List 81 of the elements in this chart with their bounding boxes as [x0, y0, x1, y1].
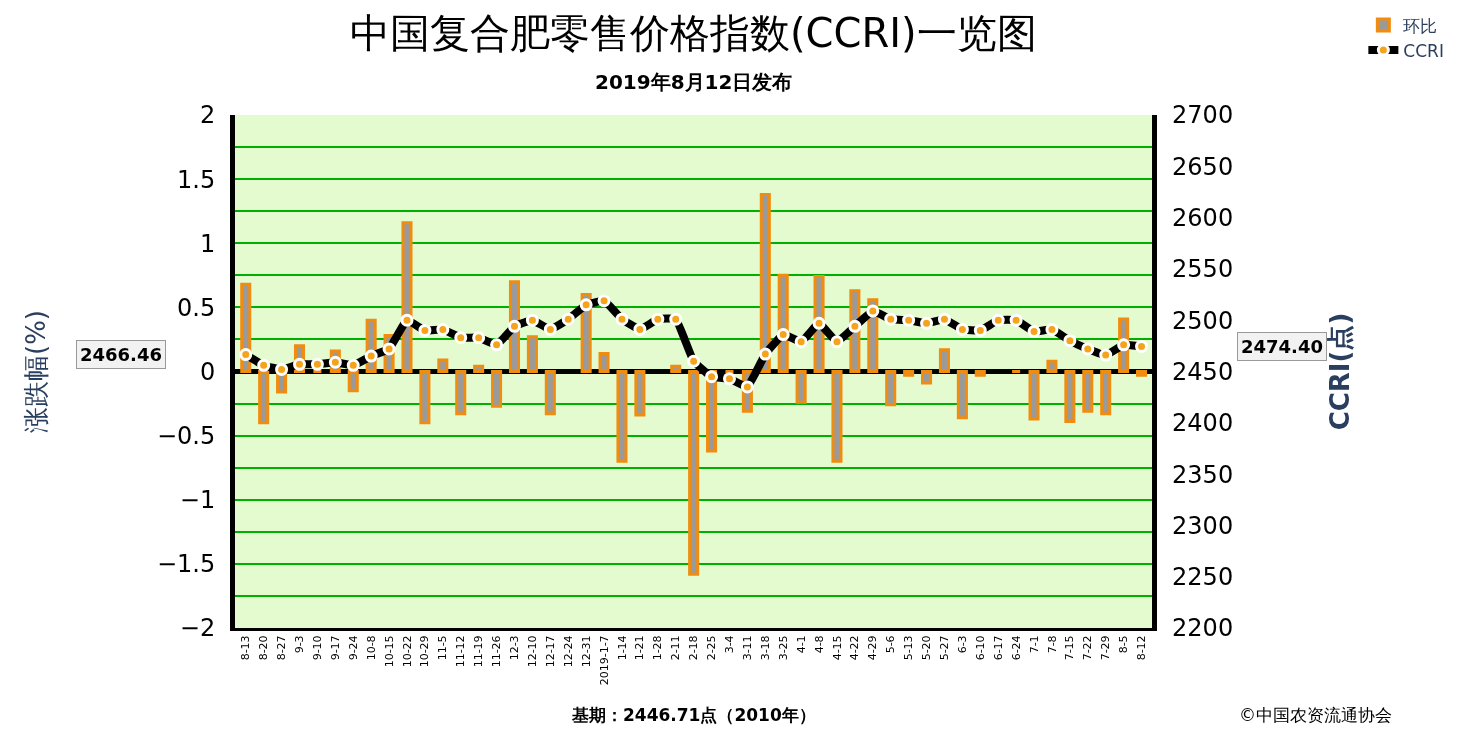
x-tick-label: 11-19	[472, 635, 486, 668]
x-tick-label: 8-12	[1135, 635, 1149, 661]
y-tick-label: 0	[199, 357, 216, 386]
x-tick-label: 10-8	[364, 635, 378, 661]
text: ©中国农资流通协会	[1239, 705, 1392, 725]
y-tick-label: −0.5	[156, 422, 216, 451]
y-tick-label: −1	[179, 486, 216, 515]
x-tick-label: 9-17	[328, 635, 342, 661]
x-tick-label: 3-4	[723, 635, 737, 654]
y-tick-label: 0.5	[177, 293, 216, 322]
x-tick-label: 9-3	[293, 635, 307, 654]
x-tick-label: 9-24	[346, 635, 360, 661]
x-tick-label: 12-17	[543, 635, 557, 668]
x-tick-label: 7-8	[1045, 635, 1059, 654]
x-tick-label: 1-14	[615, 635, 629, 661]
x-tick-label: 7-29	[1099, 635, 1113, 661]
x-tick-label: 4-1	[794, 635, 808, 654]
y2-tick-label: 2450	[1172, 357, 1234, 386]
legend-label: 环比	[1403, 15, 1438, 36]
y2-tick-label: 2500	[1172, 306, 1234, 335]
x-tick-label: 8-27	[275, 635, 289, 661]
x-tick-label: 7-15	[1063, 635, 1077, 661]
x-tick-label: 2019-1-7	[597, 635, 611, 686]
y-axis-title: 涨跌幅(%)	[21, 310, 52, 433]
x-tick-label: 7-22	[1081, 635, 1095, 661]
x-tick-label: 10-29	[418, 635, 432, 668]
x-tick-label: 11-5	[436, 635, 450, 661]
x-tick-label: 8-13	[239, 635, 253, 661]
y2-tick-label: 2250	[1172, 563, 1234, 592]
chart-subtitle: 2019年8月12日发布	[595, 70, 793, 94]
x-tick-label: 12-10	[525, 635, 539, 668]
x-tick-label: 6-24	[1009, 635, 1023, 661]
x-tick-label: 3-11	[740, 635, 754, 661]
x-tick-label: 6-3	[955, 635, 969, 654]
y-tick-label: −1.5	[156, 550, 216, 579]
x-tick-label: 4-29	[866, 635, 880, 661]
x-tick-label: 5-20	[920, 635, 934, 661]
y2-tick-label: 2400	[1172, 409, 1234, 438]
x-tick-label: 10-22	[400, 635, 414, 668]
y2-tick-label: 2350	[1172, 460, 1234, 489]
x-tick-label: 2-11	[669, 635, 683, 661]
x-tick-label: 5-6	[884, 635, 898, 654]
y-tick-label: 1.5	[177, 165, 216, 194]
text: 基期：2446.71点（2010年）	[571, 705, 816, 725]
x-tick-label: 11-26	[490, 635, 504, 668]
y2-tick-label: 2300	[1172, 511, 1234, 540]
x-tick-label: 3-25	[776, 635, 790, 661]
x-tick-label: 3-18	[758, 635, 772, 661]
y2-tick-label: 2650	[1172, 152, 1234, 181]
x-tick-label: 11-12	[454, 635, 468, 668]
x-tick-label: 6-10	[973, 635, 987, 661]
text: 2474.40	[1241, 336, 1323, 357]
y2-axis-title: CCRI(点)	[1324, 312, 1355, 431]
x-tick-label: 9-10	[310, 635, 324, 661]
x-tick-label: 12-3	[508, 635, 522, 661]
x-tick-label: 7-1	[1027, 635, 1041, 654]
x-tick-label: 8-20	[257, 635, 271, 661]
y-tick-label: 1	[199, 229, 216, 258]
y-tick-label: −2	[179, 614, 216, 643]
x-tick-label: 4-8	[812, 635, 826, 654]
x-tick-label: 4-22	[848, 635, 862, 661]
x-tick-label: 10-15	[382, 635, 396, 668]
legend-label: CCRI	[1403, 40, 1444, 61]
x-tick-label: 5-27	[938, 635, 952, 661]
x-tick-label: 12-24	[561, 635, 575, 668]
x-tick-label: 2-25	[705, 635, 719, 661]
y2-tick-label: 2550	[1172, 255, 1234, 284]
y2-tick-label: 2200	[1172, 614, 1234, 643]
y-tick-label: 2	[199, 101, 216, 130]
x-tick-label: 2-18	[687, 635, 701, 661]
x-tick-label: 6-17	[991, 635, 1005, 661]
y2-tick-label: 2700	[1172, 101, 1234, 130]
chart-title: 中国复合肥零售价格指数(CCRI)一览图	[350, 10, 1037, 56]
y2-tick-label: 2600	[1172, 204, 1234, 232]
x-tick-label: 4-15	[830, 635, 844, 661]
x-tick-label: 12-31	[579, 635, 593, 668]
x-tick-label: 1-21	[633, 635, 647, 661]
text: 2466.46	[80, 344, 162, 365]
x-tick-label: 8-5	[1117, 635, 1131, 654]
x-tick-label: 5-13	[902, 635, 916, 661]
x-tick-label: 1-28	[651, 635, 665, 661]
